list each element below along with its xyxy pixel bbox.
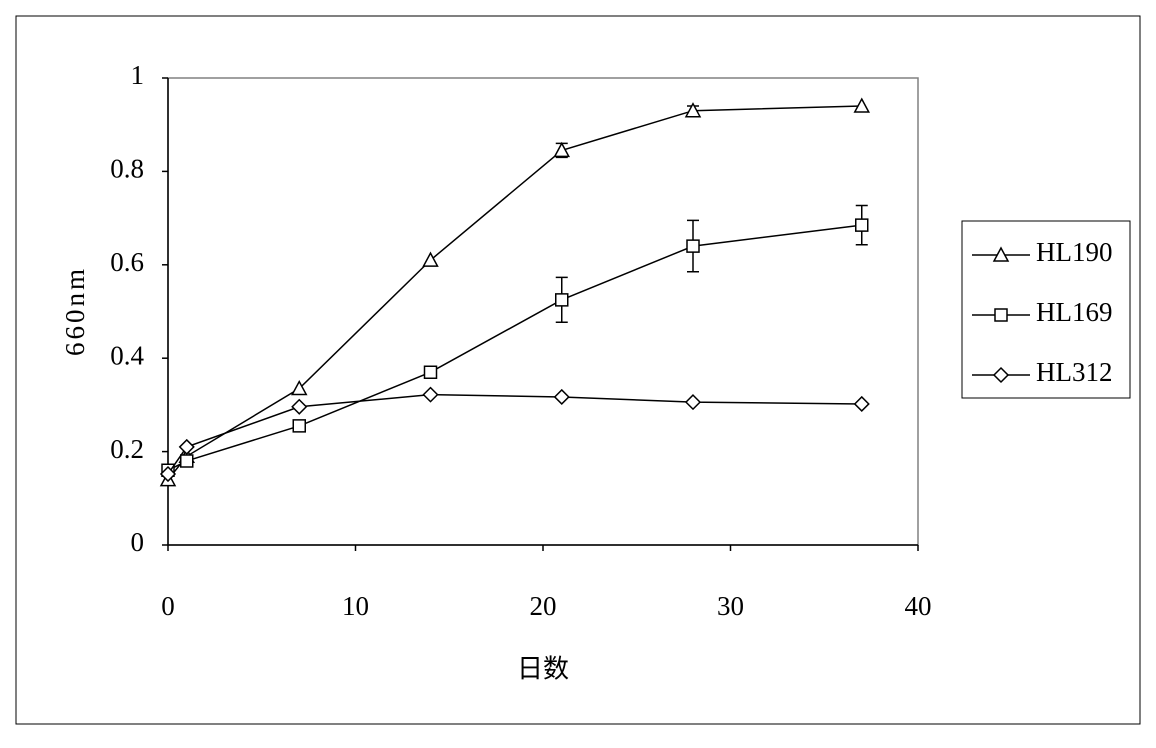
x-tick-label: 40 [905, 591, 932, 621]
data-point [180, 454, 194, 468]
data-point [853, 395, 870, 413]
legend-marker [992, 246, 1010, 262]
data-point [290, 379, 308, 396]
data-point [553, 388, 570, 406]
legend-label: HL169 [1036, 297, 1113, 327]
legend-marker [994, 308, 1008, 322]
x-tick-label: 10 [342, 591, 369, 621]
data-point [423, 365, 438, 379]
y-axis-title: 660nm [60, 266, 90, 356]
data-point [422, 386, 439, 403]
data-point [292, 419, 306, 433]
data-point [855, 218, 869, 232]
y-tick-label: 0.2 [110, 434, 144, 464]
chart-frame [15, 15, 1141, 725]
data-point [684, 394, 702, 411]
data-point [555, 293, 569, 307]
data-point [159, 465, 177, 483]
x-tick-label: 0 [161, 591, 175, 621]
y-tick-label: 1 [131, 60, 145, 90]
y-tick-label: 0 [131, 527, 145, 557]
y-tick-label: 0.8 [110, 154, 144, 184]
legend-box [961, 220, 1131, 399]
data-point [853, 97, 871, 113]
x-tick-label: 30 [717, 591, 744, 621]
x-tick-label: 20 [530, 591, 557, 621]
data-point [291, 398, 308, 415]
y-tick-label: 0.4 [110, 340, 144, 370]
data-point [422, 251, 439, 267]
x-axis-title: 日数 [517, 655, 569, 685]
data-point [553, 141, 571, 158]
y-tick-label: 0.6 [110, 247, 144, 277]
data-point [178, 438, 195, 455]
legend-label: HL190 [1036, 237, 1113, 267]
legend-marker [992, 366, 1010, 384]
data-point [686, 239, 700, 253]
legend-label: HL312 [1036, 357, 1113, 387]
data-point [684, 102, 702, 118]
